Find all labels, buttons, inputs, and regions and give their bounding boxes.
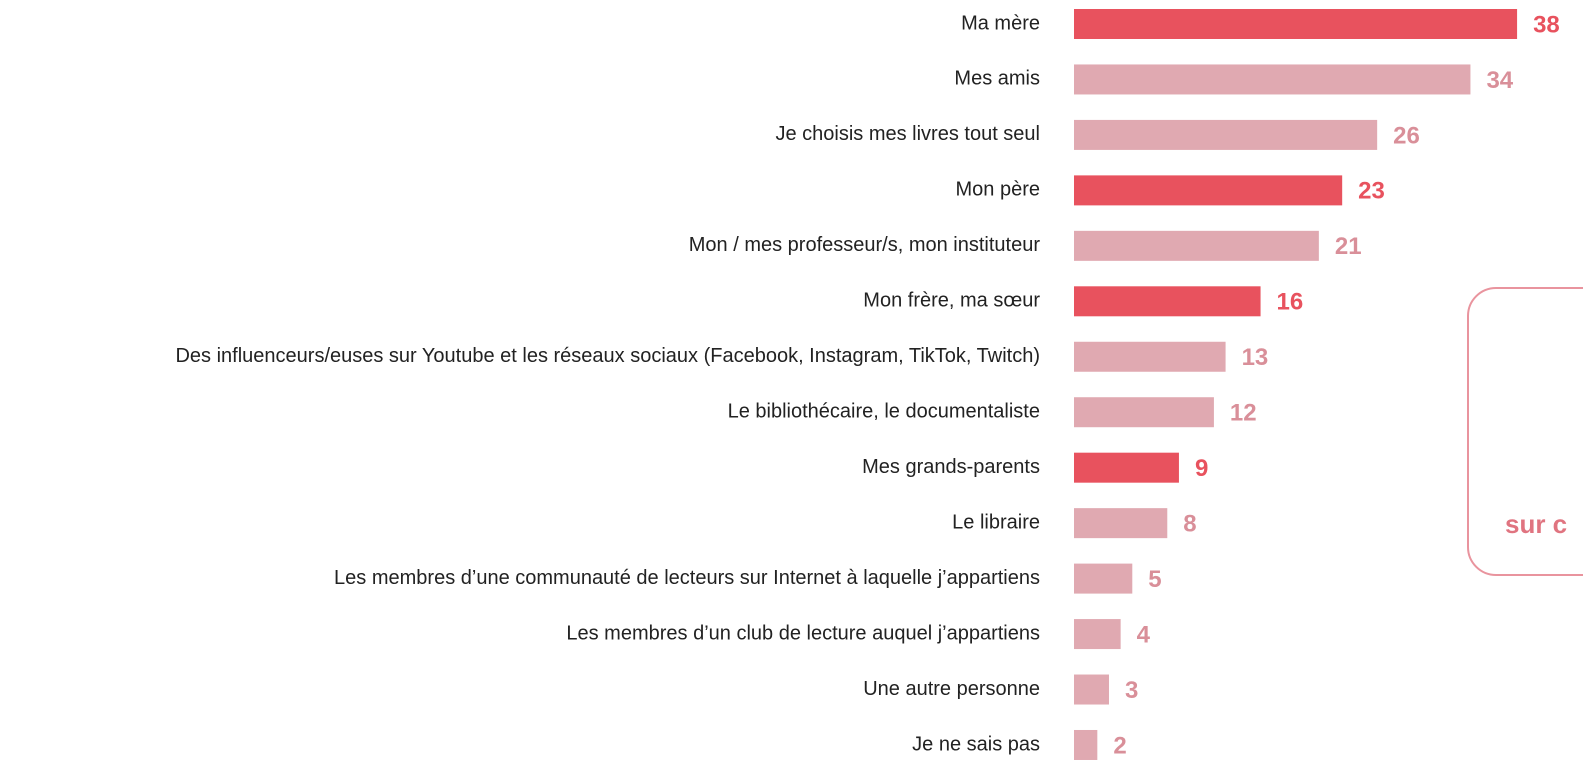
value-label: 21 <box>1335 233 1362 260</box>
category-label: Le bibliothécaire, le documentaliste <box>728 401 1040 423</box>
bar <box>1074 230 1319 261</box>
category-label: Le libraire <box>952 511 1040 533</box>
value-label: 8 <box>1183 510 1196 537</box>
callout-text: sur c <box>1505 509 1567 539</box>
category-label: Les membres d’un club de lecture auquel … <box>566 622 1040 644</box>
category-label: Mes grands-parents <box>862 456 1040 478</box>
bar <box>1074 64 1471 95</box>
category-label: Mon frère, ma sœur <box>863 290 1040 312</box>
bar <box>1074 452 1179 483</box>
bar <box>1074 508 1168 539</box>
bar <box>1074 9 1518 39</box>
category-label: Une autre personne <box>863 678 1040 700</box>
category-label: Mon père <box>956 179 1041 201</box>
value-label: 13 <box>1242 344 1269 371</box>
value-label: 4 <box>1137 621 1151 648</box>
value-label: 26 <box>1393 122 1420 149</box>
value-label: 12 <box>1230 400 1257 427</box>
value-label: 16 <box>1277 289 1304 316</box>
category-label: Ma mère <box>961 12 1040 34</box>
bar <box>1074 286 1261 317</box>
bar <box>1074 175 1343 206</box>
value-label: 5 <box>1148 566 1161 593</box>
category-label: Je ne sais pas <box>912 733 1040 755</box>
callout-box <box>1467 287 1583 576</box>
value-label: 34 <box>1486 67 1513 94</box>
bar <box>1074 729 1098 760</box>
category-label: Mes amis <box>954 68 1040 90</box>
bar <box>1074 674 1109 705</box>
category-label: Je choisis mes livres tout seul <box>775 123 1040 145</box>
bar <box>1074 563 1133 594</box>
category-label: Des influenceurs/euses sur Youtube et le… <box>175 345 1040 367</box>
bar <box>1074 619 1121 650</box>
bar <box>1074 119 1378 150</box>
value-label: 3 <box>1125 677 1138 704</box>
value-label: 38 <box>1533 11 1560 38</box>
category-label: Les membres d’une communauté de lecteurs… <box>334 567 1040 589</box>
value-label: 2 <box>1113 732 1126 759</box>
value-label: 9 <box>1195 455 1208 482</box>
value-label: 23 <box>1358 178 1385 205</box>
category-label: Mon / mes professeur/s, mon instituteur <box>689 234 1041 256</box>
bar <box>1074 397 1214 428</box>
bar <box>1074 341 1226 372</box>
